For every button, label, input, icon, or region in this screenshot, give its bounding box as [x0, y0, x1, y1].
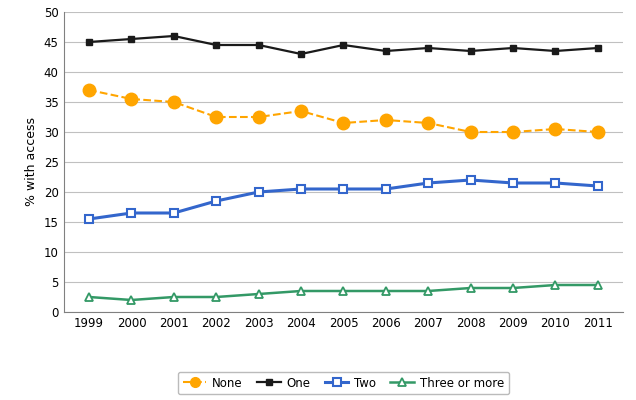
Y-axis label: % with access: % with access — [25, 118, 38, 206]
Legend: None, One, Two, Three or more: None, One, Two, Three or more — [178, 372, 509, 394]
